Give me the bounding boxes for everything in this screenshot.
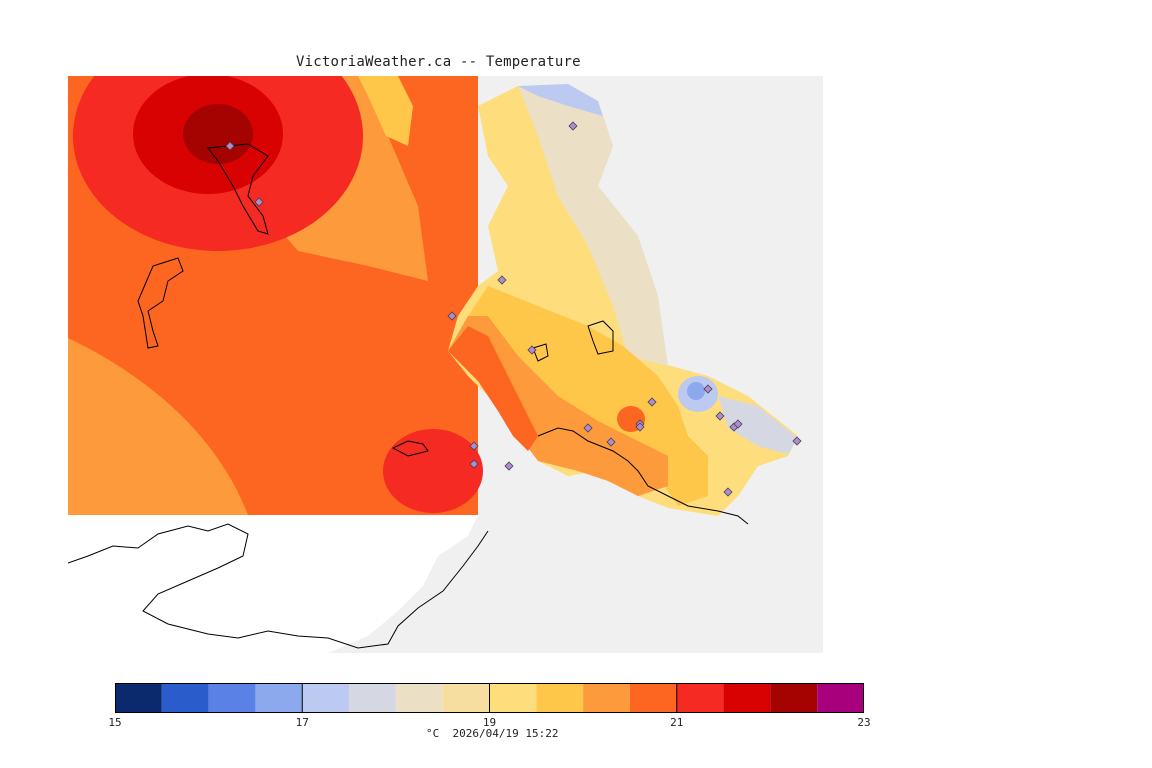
colorbar-bin	[302, 683, 350, 713]
colorbar-bin	[115, 683, 162, 713]
colorbar-tick-label: 23	[857, 716, 871, 729]
station-marker	[254, 197, 264, 207]
colorbar-bin	[629, 683, 677, 713]
colorbar-caption: °C 2026/04/19 15:22	[426, 727, 558, 740]
colorbar-tick-label: 17	[295, 716, 309, 729]
zone-peninsula-red-orange	[448, 326, 538, 451]
station-marker	[703, 384, 713, 394]
island-outline-harbour	[537, 427, 749, 525]
station-marker	[733, 419, 743, 429]
no-data-area	[68, 515, 478, 653]
colorbar-bin	[395, 683, 443, 713]
colorbar-bin	[770, 683, 818, 713]
colorbar	[114, 683, 865, 713]
colorbar-bin	[208, 683, 256, 713]
colorbar-bin	[723, 683, 771, 713]
colorbar-bin	[255, 683, 303, 713]
zone-west-yellow	[358, 76, 413, 146]
zone-darkest-red	[183, 104, 253, 164]
island-outline-east	[587, 320, 614, 355]
station-marker	[635, 422, 645, 432]
colorbar-bin	[161, 683, 209, 713]
colorbar-bin	[536, 683, 584, 713]
island-outline-small	[532, 343, 549, 362]
colorbar-bin	[817, 683, 864, 713]
station-marker	[447, 311, 457, 321]
station-marker	[723, 487, 733, 497]
island-outline-south-coast	[68, 523, 489, 649]
colorbar-bin	[583, 683, 630, 713]
zone-cool-east	[718, 396, 798, 454]
temperature-map[interactable]	[68, 76, 823, 653]
station-marker	[497, 275, 507, 285]
station-marker	[583, 423, 593, 433]
colorbar-tick-label: 15	[108, 716, 122, 729]
station-marker	[792, 436, 802, 446]
station-marker	[527, 345, 537, 355]
island-outline-bay	[391, 440, 429, 457]
map-canvas	[68, 76, 823, 653]
station-marker	[568, 121, 578, 131]
station-marker	[225, 141, 235, 151]
colorbar-tick-label: 19	[482, 716, 497, 729]
colorbar-svg	[114, 683, 865, 713]
zone-south-red	[383, 429, 483, 513]
island-outline-nw	[207, 143, 269, 235]
zone-cool-spot-2	[687, 382, 705, 400]
station-marker	[469, 441, 479, 451]
zone-north-blue	[518, 84, 603, 116]
island-outline-left	[137, 257, 184, 349]
station-marker	[647, 397, 657, 407]
station-markers	[225, 121, 802, 497]
colorbar-bin	[349, 683, 396, 713]
colorbar-border	[115, 683, 864, 713]
colorbar-bin	[442, 683, 490, 713]
colorbar-bin	[676, 683, 724, 713]
colorbar-tick-label: 21	[670, 716, 684, 729]
station-marker	[715, 411, 725, 421]
station-marker	[504, 461, 514, 471]
chart-title: VictoriaWeather.ca -- Temperature	[296, 54, 581, 70]
unit-label: °C	[426, 727, 440, 740]
temperature-field-west	[68, 76, 483, 515]
station-marker	[469, 459, 479, 469]
colorbar-bin	[489, 683, 537, 713]
station-marker	[606, 437, 616, 447]
coastlines	[68, 143, 749, 649]
timestamp-label: 2026/04/19 15:22	[452, 727, 559, 740]
zone-peninsula-tan	[518, 86, 668, 366]
